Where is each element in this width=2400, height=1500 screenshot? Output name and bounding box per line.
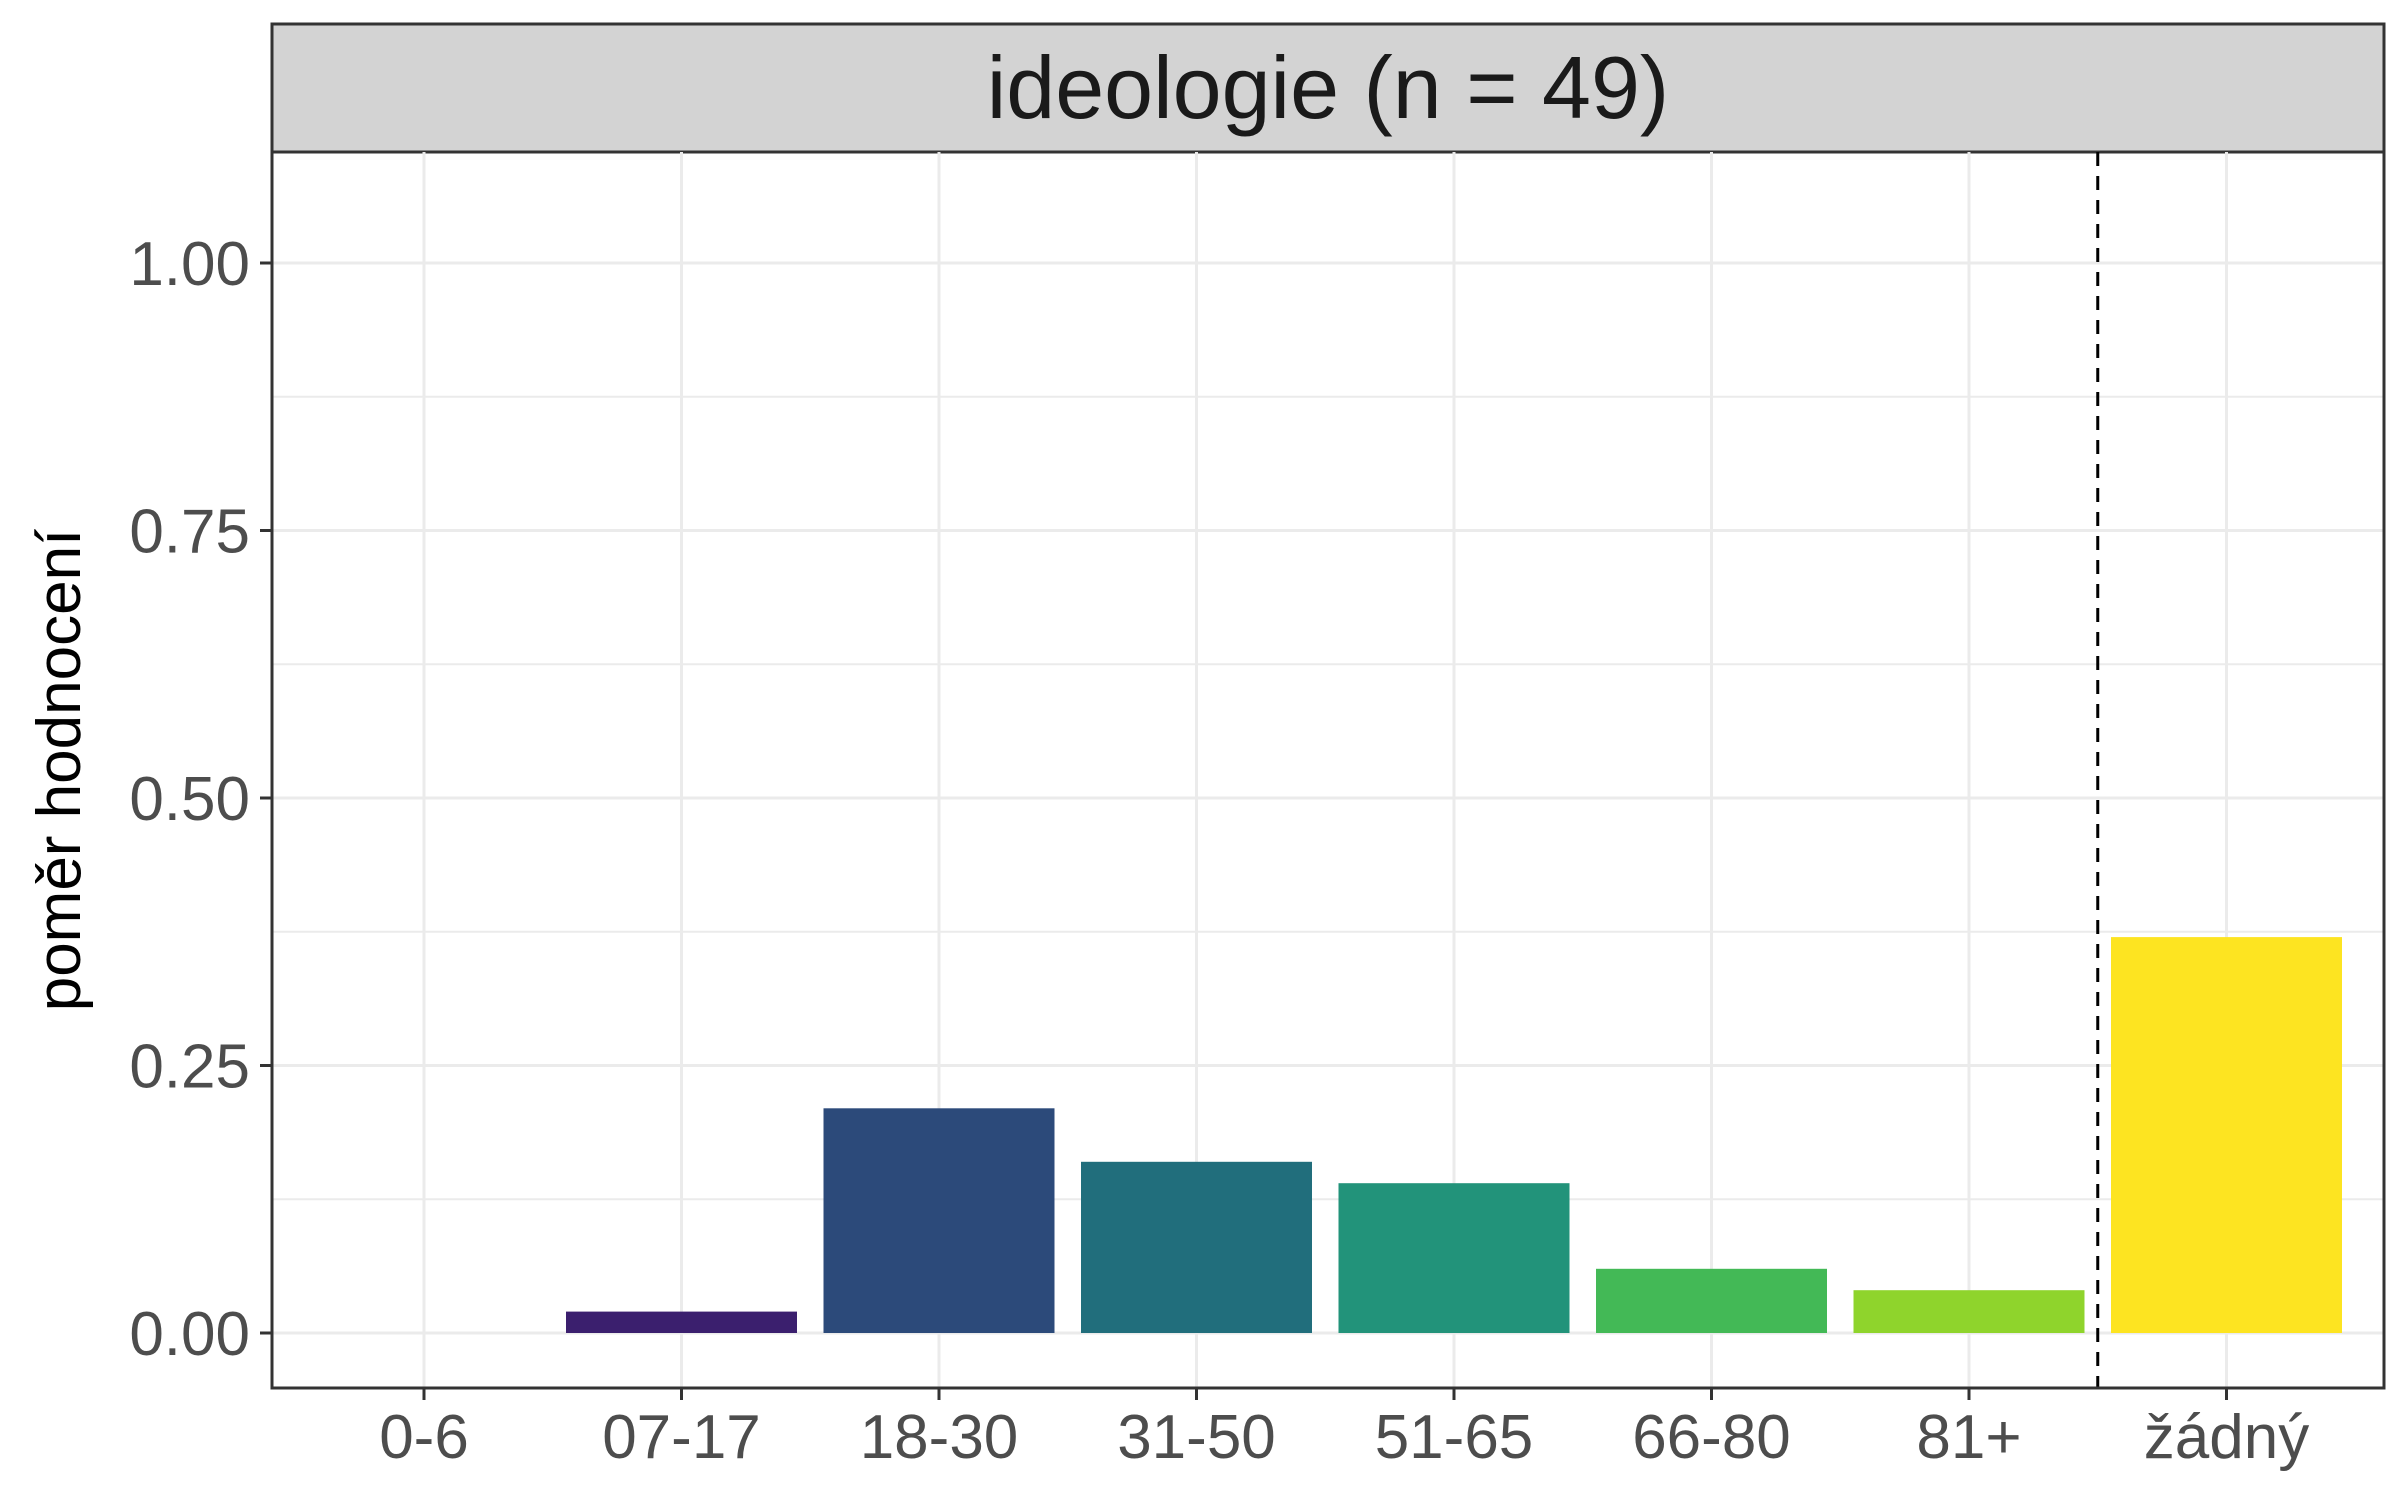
bar-51-65 <box>1338 1183 1570 1333</box>
y-tick-label: 0.75 <box>129 498 250 567</box>
facet-strip <box>272 24 2384 152</box>
x-tick-label: 0-6 <box>379 1403 469 1472</box>
y-axis-title: poměr hodnocení <box>25 529 94 1012</box>
y-axis: 0.00 0.25 0.50 0.75 1.00 <box>129 230 272 1369</box>
x-tick-label: 66-80 <box>1632 1403 1791 1472</box>
panel-border <box>270 22 2386 1390</box>
grid-major <box>272 152 2384 1388</box>
y-tick-label: 1.00 <box>129 230 250 299</box>
x-tick-label: 18-30 <box>860 1403 1019 1472</box>
y-tick-label: 0.50 <box>129 765 250 834</box>
bar-žádný <box>2111 937 2342 1333</box>
grid-minor <box>272 395 2384 1201</box>
x-tick-label: 07-17 <box>602 1403 761 1472</box>
x-tick-label: žádný <box>2144 1403 2309 1472</box>
bar-81+ <box>1853 1290 2085 1333</box>
facet-title: ideologie (n = 49) <box>987 38 1669 137</box>
y-tick-label: 0.00 <box>129 1300 250 1369</box>
bar-66-80 <box>1596 1268 1827 1333</box>
x-tick-label: 51-65 <box>1375 1403 1534 1472</box>
x-tick-label: 81+ <box>1916 1403 2021 1472</box>
bar-31-50 <box>1081 1161 1312 1333</box>
bar-07-17 <box>566 1311 797 1333</box>
bar-18-30 <box>823 1108 1055 1333</box>
bars <box>566 937 2342 1333</box>
y-tick-label: 0.25 <box>129 1033 250 1102</box>
x-tick-label: 31-50 <box>1117 1403 1276 1472</box>
x-axis: 0-6 07-17 18-30 31-50 51-65 66-80 81+ žádný <box>379 1388 2309 1472</box>
